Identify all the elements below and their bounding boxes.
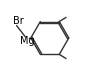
Text: Mg: Mg (20, 36, 35, 46)
Text: Br: Br (13, 16, 23, 26)
